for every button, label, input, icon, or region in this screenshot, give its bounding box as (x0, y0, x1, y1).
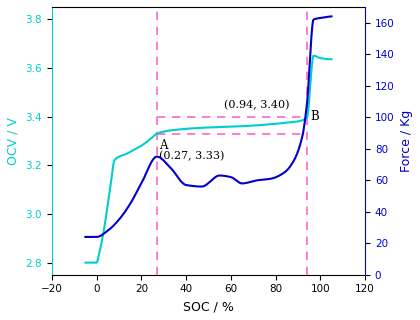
Y-axis label: OCV / V: OCV / V (7, 117, 20, 165)
X-axis label: SOC / %: SOC / % (183, 300, 234, 313)
Y-axis label: Force / Kg: Force / Kg (400, 110, 413, 172)
Text: (0.94, 3.40): (0.94, 3.40) (224, 100, 290, 110)
Text: B: B (310, 110, 319, 123)
Text: (0.27, 3.33): (0.27, 3.33) (159, 151, 225, 161)
Text: A: A (159, 140, 168, 152)
